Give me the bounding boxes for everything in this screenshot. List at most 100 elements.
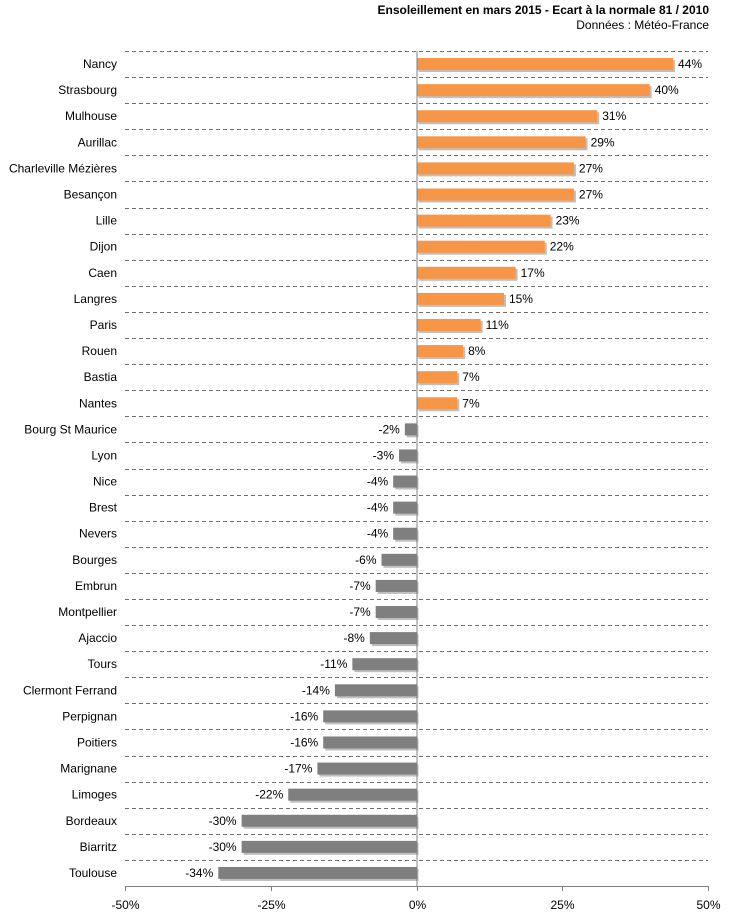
category-label: Bordeaux xyxy=(66,814,117,828)
value-label: 44% xyxy=(678,57,702,71)
bar-nancy xyxy=(416,58,674,71)
value-label: -34% xyxy=(185,866,213,880)
x-tick-label: -50% xyxy=(111,898,139,912)
bar-marignane xyxy=(317,762,417,775)
bar-poitiers xyxy=(323,736,417,749)
category-label: Perpignan xyxy=(62,709,117,723)
category-label: Rouen xyxy=(82,344,117,358)
category-label: Bourges xyxy=(72,553,117,567)
bar-charleville-m-zi-res xyxy=(416,162,574,175)
category-label: Dijon xyxy=(90,240,117,254)
value-label: -30% xyxy=(209,814,237,828)
category-label: Caen xyxy=(88,266,117,280)
value-label: 31% xyxy=(602,109,626,123)
value-label: -8% xyxy=(344,631,366,645)
category-label: Marignane xyxy=(60,762,117,776)
bar-langres xyxy=(416,292,504,305)
bar-tours xyxy=(352,658,417,671)
value-label: -30% xyxy=(209,840,237,854)
bar-limoges xyxy=(288,788,417,801)
bar-biarritz xyxy=(241,840,417,853)
bar-nevers xyxy=(393,527,417,540)
category-label: Tours xyxy=(88,657,117,671)
value-label: 11% xyxy=(486,318,509,332)
category-label: Langres xyxy=(74,292,117,306)
x-tick-label: 0% xyxy=(409,898,427,912)
value-label: -7% xyxy=(349,579,371,593)
bar-bourges xyxy=(381,553,417,566)
category-label: Nevers xyxy=(79,527,117,541)
value-label: 22% xyxy=(550,240,574,254)
bar-perpignan xyxy=(323,710,417,723)
bar-aurillac xyxy=(416,136,586,149)
category-label: Nice xyxy=(93,475,117,489)
value-label: 17% xyxy=(521,266,545,280)
bar-strasbourg xyxy=(416,84,650,97)
bar-brest xyxy=(393,501,417,514)
value-label: -6% xyxy=(355,553,377,567)
bar-bordeaux xyxy=(241,814,417,827)
bar-caen xyxy=(416,266,516,279)
category-label: Ajaccio xyxy=(78,631,117,645)
bar-besan-on xyxy=(416,188,574,201)
value-label: -16% xyxy=(290,735,318,749)
bar-rouen xyxy=(416,345,464,358)
category-label: Nancy xyxy=(83,57,117,71)
category-label: Toulouse xyxy=(69,866,117,880)
value-label: 7% xyxy=(462,396,480,410)
bar-lille xyxy=(416,214,551,227)
bar-nantes xyxy=(416,397,458,410)
category-label: Bastia xyxy=(84,370,118,384)
value-label: -4% xyxy=(367,527,389,541)
x-tick-label: -25% xyxy=(257,898,285,912)
bar-bourg-st-maurice xyxy=(404,423,417,436)
value-label: -4% xyxy=(367,475,389,489)
value-label: -2% xyxy=(378,422,400,436)
category-label: Paris xyxy=(90,318,117,332)
category-label: Brest xyxy=(89,501,118,515)
chart-subtitle: Données : Météo-France xyxy=(576,18,709,32)
value-label: -11% xyxy=(320,657,347,671)
category-label: Montpellier xyxy=(58,605,117,619)
bar-bastia xyxy=(416,371,458,384)
value-label: -3% xyxy=(373,448,395,462)
value-label: -17% xyxy=(284,762,312,776)
bar-lyon xyxy=(399,449,417,462)
value-label: 27% xyxy=(579,161,603,175)
value-label: -14% xyxy=(302,683,330,697)
value-label: -4% xyxy=(367,501,389,515)
bar-paris xyxy=(416,318,481,331)
bar-montpellier xyxy=(375,606,417,619)
value-label: 15% xyxy=(509,292,533,306)
value-label: 27% xyxy=(579,188,603,202)
bar-ajaccio xyxy=(369,632,417,645)
value-label: 7% xyxy=(462,370,480,384)
x-tick-label: 25% xyxy=(550,898,574,912)
value-label: 29% xyxy=(591,135,615,149)
category-label: Poitiers xyxy=(77,735,117,749)
x-tick-label: 50% xyxy=(696,898,720,912)
value-label: -7% xyxy=(349,605,371,619)
category-label: Biarritz xyxy=(80,840,117,854)
bar-mulhouse xyxy=(416,110,598,123)
chart-title: Ensoleillement en mars 2015 - Ecart à la… xyxy=(377,3,709,17)
category-label: Lyon xyxy=(91,448,117,462)
bar-embrun xyxy=(375,579,417,592)
category-label: Clermont Ferrand xyxy=(23,683,117,697)
category-label: Bourg St Maurice xyxy=(24,422,117,436)
category-label: Aurillac xyxy=(78,135,117,149)
value-label: -22% xyxy=(255,788,283,802)
category-label: Mulhouse xyxy=(65,109,117,123)
category-label: Charleville Mézières xyxy=(9,161,117,175)
category-label: Nantes xyxy=(79,396,117,410)
value-label: 23% xyxy=(556,214,580,228)
category-label: Besançon xyxy=(64,188,117,202)
bar-dijon xyxy=(416,240,545,253)
category-label: Strasbourg xyxy=(58,83,117,97)
category-label: Limoges xyxy=(72,788,117,802)
value-label: -16% xyxy=(290,709,318,723)
value-label: 40% xyxy=(655,83,679,97)
bar-clermont-ferrand xyxy=(334,684,417,697)
value-label: 8% xyxy=(468,344,486,358)
